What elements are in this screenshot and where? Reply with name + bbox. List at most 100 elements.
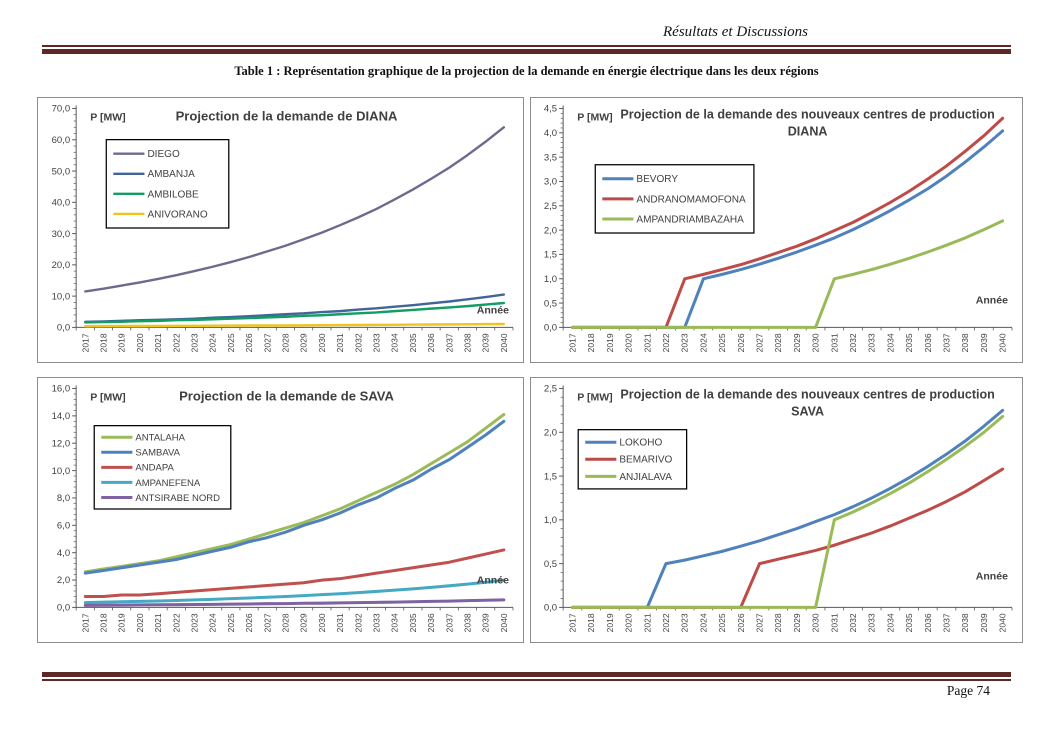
x-tick-label: 2039 [481, 333, 491, 352]
x-tick-label: 2023 [680, 333, 690, 352]
x-tick-label: 2039 [979, 613, 989, 632]
x-tick-label: 2033 [867, 333, 877, 352]
legend-label: BEMARIVO [619, 455, 672, 466]
series-line-anjialava [570, 415, 1005, 609]
x-axis: 2017 2018 2019 2020 2021 2022 2023 2024 2025 2026… [562, 326, 1013, 352]
legend-item-ambilobe: AMBILOBE [113, 189, 199, 200]
x-tick-label: 2030 [317, 613, 327, 632]
x-tick-label: 2030 [811, 333, 821, 352]
x-tick-label: 2040 [998, 333, 1008, 352]
x-tick-label: 2024 [208, 333, 218, 352]
x-tick-label: 2032 [848, 333, 858, 352]
x-tick-label: 2017 [80, 333, 90, 352]
x-tick-label: 2035 [408, 333, 418, 352]
legend-label: ANDAPA [135, 463, 174, 474]
x-tick-label: 2020 [624, 333, 634, 352]
legend-item-bevory: BEVORY [602, 174, 678, 185]
x-tick-label: 2025 [226, 613, 236, 632]
x-tick-label: 2031 [829, 333, 839, 352]
x-tick-label: 2038 [960, 333, 970, 352]
series-line-ampanefena [83, 578, 506, 605]
x-tick-label: 2024 [698, 613, 708, 632]
x-tick-label: 2020 [624, 613, 634, 632]
x-axis-title: Année [477, 574, 509, 586]
table-caption: Table 1 : Représentation graphique de la… [234, 64, 819, 78]
x-tick-label: 2022 [661, 333, 671, 352]
x-axis: 2017 2018 2019 2020 2021 2022 2023 2024 2025 2026… [75, 326, 514, 352]
x-tick-label: 2029 [792, 613, 802, 632]
y-tick-label: 2,0 [544, 427, 557, 438]
x-tick-label: 2018 [98, 613, 108, 632]
y-tick-label: 0,0 [57, 603, 70, 614]
y-tick-label: 70,0 [52, 104, 71, 115]
y-tick-label: 50,0 [52, 166, 71, 177]
legend-label: AMBANJA [147, 169, 195, 180]
chart-title: DIANA [788, 125, 828, 139]
y-tick-label: 1,0 [544, 515, 557, 526]
page-number: Page 74 [946, 683, 990, 698]
x-tick-label: 2035 [904, 613, 914, 632]
y-tick-label: 12,0 [52, 438, 71, 449]
x-tick-label: 2030 [317, 333, 327, 352]
x-tick-label: 2022 [661, 613, 671, 632]
y-tick-label: 2,5 [544, 201, 557, 212]
x-tick-label: 2037 [942, 333, 952, 352]
header-rule-thick [42, 49, 1011, 54]
legend-item-anivorano: ANIVORANO [113, 209, 208, 220]
header-rule-thin [42, 45, 1011, 47]
series [83, 413, 506, 607]
running-header: Résultats et Discussions [663, 24, 808, 40]
legend-item-andranomamofona: ANDRANOMAMOFONA [602, 194, 746, 205]
chart-diana-demand: 0,0 10,0 20,0 30,0 40,0 50,0 60,0 70,0 2017 2018 2… [37, 97, 524, 363]
x-tick-label: 2019 [605, 613, 615, 632]
y-tick-label: 16,0 [52, 384, 71, 395]
x-tick-label: 2030 [811, 613, 821, 632]
y-tick-label: 3,5 [544, 152, 557, 163]
x-tick-label: 2038 [462, 333, 472, 352]
x-tick-label: 2017 [567, 333, 577, 352]
legend-label: AMBILOBE [147, 189, 199, 200]
legend-label: ANIVORANO [147, 209, 207, 220]
y-tick-label: 6,0 [57, 521, 70, 532]
y-tick-label: 3,0 [544, 177, 557, 188]
y-tick-label: 0,0 [57, 323, 70, 334]
x-tick-label: 2038 [960, 613, 970, 632]
y-tick-label: 0,5 [544, 559, 557, 570]
legend-label: ANTALAHA [135, 433, 185, 444]
x-tick-label: 2037 [444, 613, 454, 632]
legend-item-ambanja: AMBANJA [113, 169, 195, 180]
x-tick-label: 2028 [280, 613, 290, 632]
legend-item-antalaha: ANTALAHA [101, 433, 186, 444]
x-tick-label: 2039 [481, 613, 491, 632]
y-tick-label: 20,0 [52, 260, 71, 271]
y-tick-label: 1,0 [544, 274, 557, 285]
y-tick-label: 2,0 [544, 225, 557, 236]
x-tick-label: 2034 [885, 613, 895, 632]
y-axis: 0,0 0,5 1,0 1,5 2,0 2,5 3,0 3,5 4,0 4,5 [544, 104, 564, 334]
x-tick-label: 2031 [829, 613, 839, 632]
x-tick-label: 2025 [226, 333, 236, 352]
x-tick-label: 2040 [499, 613, 509, 632]
legend-item-ampandriambazaha: AMPANDRIAMBAZAHA [602, 214, 744, 225]
x-tick-label: 2019 [605, 333, 615, 352]
x-tick-label: 2017 [80, 613, 90, 632]
legend-label: LOKOHO [619, 438, 662, 449]
y-tick-label: 4,5 [544, 104, 557, 115]
x-tick-label: 2035 [904, 333, 914, 352]
x-tick-label: 2029 [299, 613, 309, 632]
footer-rule-thick [42, 672, 1011, 677]
y-axis-title: P [MW] [90, 392, 126, 404]
x-tick-label: 2029 [299, 333, 309, 352]
y-tick-label: 4,0 [57, 548, 70, 559]
x-tick-label: 2036 [426, 333, 436, 352]
x-tick-label: 2026 [736, 613, 746, 632]
series [84, 126, 506, 328]
series-line-andapa [83, 548, 506, 598]
x-tick-label: 2024 [208, 613, 218, 632]
x-tick-label: 2040 [998, 613, 1008, 632]
legend-label: DIEGO [147, 149, 180, 160]
legend-item-ampanefena: AMPANEFENA [101, 478, 201, 489]
